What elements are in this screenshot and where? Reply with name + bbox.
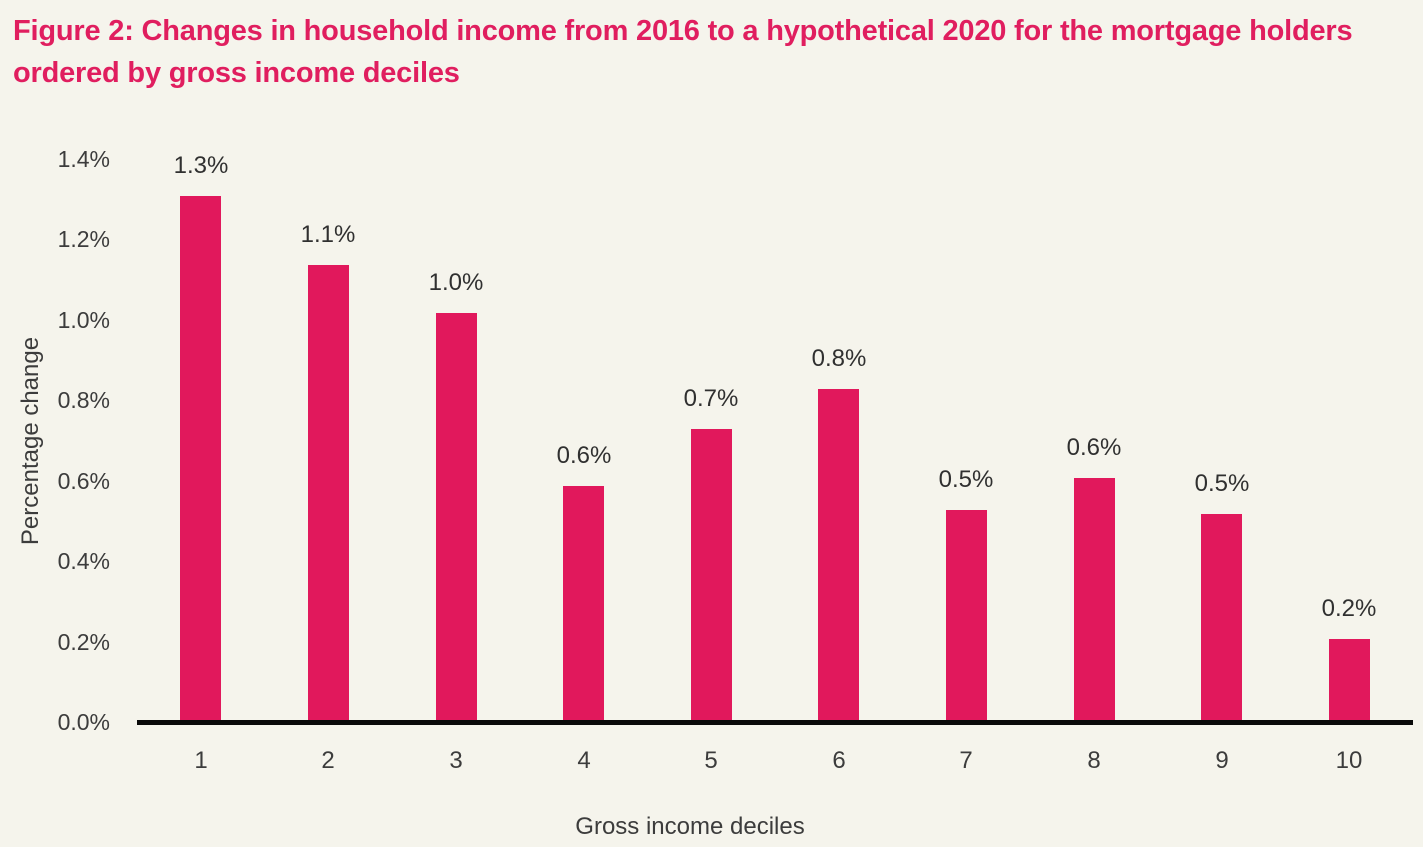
bar-value-label: 1.3% bbox=[173, 152, 229, 179]
bar-decile-2 bbox=[308, 265, 349, 723]
y-tick-label: 0.0% bbox=[57, 709, 110, 735]
y-axis-title: Percentage change bbox=[17, 336, 44, 546]
x-tick-label: 6 bbox=[832, 747, 846, 774]
bar-value-label: 0.6% bbox=[556, 442, 612, 469]
bar-value-label: 0.5% bbox=[938, 466, 994, 493]
bar-decile-5 bbox=[691, 429, 732, 723]
bar-decile-9 bbox=[1201, 514, 1242, 723]
x-tick-label: 2 bbox=[321, 747, 335, 774]
y-tick-label: 0.6% bbox=[57, 468, 110, 494]
y-tick-label: 0.8% bbox=[57, 387, 110, 413]
x-tick-label: 3 bbox=[449, 747, 463, 774]
x-tick-label: 4 bbox=[577, 747, 591, 774]
x-axis-line bbox=[137, 720, 1413, 725]
bar-decile-7 bbox=[946, 510, 987, 723]
y-tick-label: 0.2% bbox=[57, 629, 110, 655]
y-tick-label: 1.2% bbox=[57, 226, 110, 252]
bar-decile-1 bbox=[180, 196, 221, 723]
x-tick-label: 5 bbox=[704, 747, 718, 774]
bar-decile-6 bbox=[818, 389, 859, 723]
x-tick-label: 10 bbox=[1335, 747, 1363, 774]
bar-decile-10 bbox=[1329, 639, 1370, 723]
bar-value-label: 0.6% bbox=[1066, 434, 1122, 461]
bar-decile-8 bbox=[1074, 478, 1115, 723]
x-tick-label: 7 bbox=[959, 747, 973, 774]
x-axis-title: Gross income deciles bbox=[575, 813, 805, 840]
y-tick-label: 1.4% bbox=[57, 146, 110, 172]
figure-title: Figure 2: Changes in household income fr… bbox=[13, 15, 1353, 89]
bar-decile-4 bbox=[563, 486, 604, 723]
bar-decile-3 bbox=[436, 313, 477, 723]
bar-value-label: 0.5% bbox=[1194, 470, 1250, 497]
bar-value-label: 0.8% bbox=[811, 345, 867, 372]
y-tick-label: 0.4% bbox=[57, 548, 110, 574]
x-tick-label: 1 bbox=[194, 747, 208, 774]
y-tick-label: 1.0% bbox=[57, 307, 110, 333]
bar-value-label: 1.0% bbox=[428, 269, 484, 296]
bar-value-label: 1.1% bbox=[300, 221, 356, 248]
bar-value-label: 0.7% bbox=[683, 385, 739, 412]
x-tick-label: 9 bbox=[1215, 747, 1229, 774]
bar-value-label: 0.2% bbox=[1321, 595, 1377, 622]
x-tick-label: 8 bbox=[1087, 747, 1101, 774]
